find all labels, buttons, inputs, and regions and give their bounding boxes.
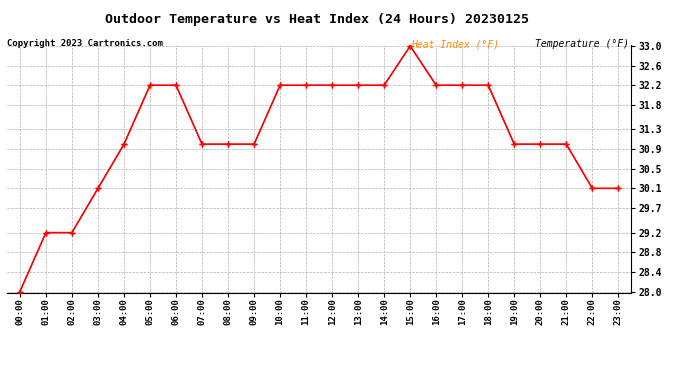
Text: Outdoor Temperature vs Heat Index (24 Hours) 20230125: Outdoor Temperature vs Heat Index (24 Ho…	[106, 13, 529, 26]
Text: Copyright 2023 Cartronics.com: Copyright 2023 Cartronics.com	[7, 39, 163, 48]
Text: Heat Index (°F): Heat Index (°F)	[411, 39, 499, 50]
Text: Temperature (°F): Temperature (°F)	[535, 39, 629, 50]
